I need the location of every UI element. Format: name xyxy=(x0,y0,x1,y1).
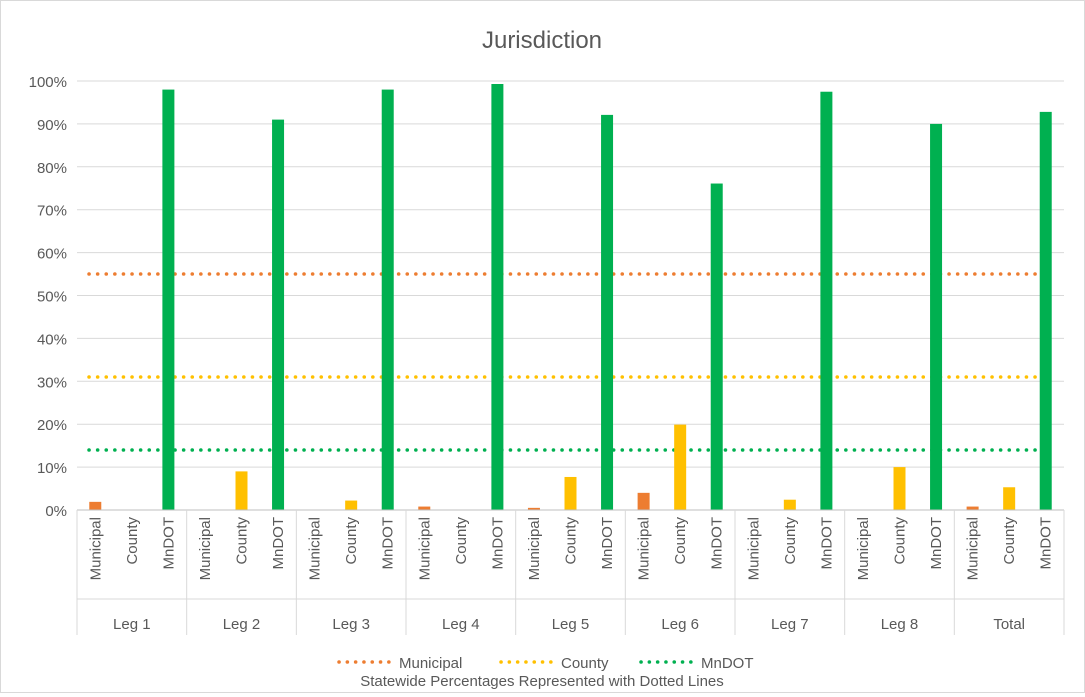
x-axis: Municipal County MnDOT Leg 1 Municipal County… xyxy=(76,509,1065,635)
bar-mndot-leg-2 xyxy=(272,119,285,511)
category-label: MnDOT xyxy=(270,517,287,570)
legend-label-municipal: Municipal xyxy=(399,655,462,672)
y-axis-ticks: 0% 10% 20% 30% 40% 50% 60% 70% 80% 90% 100% xyxy=(29,74,67,520)
category-label: County xyxy=(892,517,909,565)
bar-county-total xyxy=(1003,487,1016,510)
bar-municipal-leg-1 xyxy=(89,501,102,510)
category-label: Municipal xyxy=(745,517,762,580)
bar-county-leg-7 xyxy=(783,499,796,510)
y-tick-label: 80% xyxy=(37,160,67,177)
group-label: Leg 2 xyxy=(223,616,261,633)
bar-county-leg-2 xyxy=(235,471,248,510)
category-label: County xyxy=(343,517,360,565)
category-label: MnDOT xyxy=(599,517,616,570)
category-label: MnDOT xyxy=(160,517,177,570)
bar-municipal-total xyxy=(966,506,979,510)
y-tick-label: 90% xyxy=(37,117,67,134)
y-tick-label: 60% xyxy=(37,246,67,263)
bar-mndot-leg-4 xyxy=(491,84,504,511)
category-label: MnDOT xyxy=(928,517,945,570)
category-label: Municipal xyxy=(526,517,543,580)
group-label: Leg 7 xyxy=(771,616,809,633)
category-label: MnDOT xyxy=(818,517,835,570)
group-label: Leg 8 xyxy=(881,616,919,633)
category-label: County xyxy=(672,517,689,565)
y-tick-label: 100% xyxy=(29,74,67,91)
category-label: Municipal xyxy=(965,517,982,580)
chart-title: Jurisdiction xyxy=(482,27,602,54)
legend-label-mndot: MnDOT xyxy=(701,655,754,672)
category-label: Municipal xyxy=(855,517,872,580)
category-label: County xyxy=(234,517,251,565)
group-label: Leg 3 xyxy=(332,616,370,633)
bar-mndot-leg-6 xyxy=(710,183,723,510)
group-label: Leg 5 xyxy=(552,616,590,633)
category-label: County xyxy=(453,517,470,565)
category-label: Municipal xyxy=(636,517,653,580)
bar-mndot-total xyxy=(1039,111,1052,510)
bar-mndot-leg-1 xyxy=(162,89,175,510)
y-tick-label: 20% xyxy=(37,417,67,434)
y-tick-label: 10% xyxy=(37,460,67,477)
bar-mndot-leg-5 xyxy=(601,114,614,511)
category-label: Municipal xyxy=(307,517,324,580)
legend: Municipal County MnDOT xyxy=(337,655,754,672)
legend-label-county: County xyxy=(561,655,609,672)
category-label: Municipal xyxy=(197,517,214,580)
category-label: Municipal xyxy=(87,517,104,580)
y-tick-label: 40% xyxy=(37,331,67,348)
bar-mndot-leg-3 xyxy=(381,89,394,510)
group-label: Leg 6 xyxy=(661,616,699,633)
category-label: MnDOT xyxy=(709,517,726,570)
category-label: Municipal xyxy=(416,517,433,580)
y-tick-label: 70% xyxy=(37,203,67,220)
category-label: County xyxy=(1001,517,1018,565)
category-label: MnDOT xyxy=(380,517,397,570)
reference-lines xyxy=(87,272,1046,452)
bar-mndot-leg-7 xyxy=(820,91,833,510)
category-label: County xyxy=(782,517,799,565)
y-tick-label: 50% xyxy=(37,289,67,306)
bar-municipal-leg-6 xyxy=(637,492,650,510)
bar-county-leg-6 xyxy=(674,424,687,510)
bars xyxy=(89,84,1052,511)
group-label: Total xyxy=(993,616,1025,633)
category-label: County xyxy=(124,517,141,565)
bar-municipal-leg-4 xyxy=(418,506,431,510)
gridlines xyxy=(77,80,1064,468)
bar-county-leg-3 xyxy=(345,500,358,510)
bar-county-leg-8 xyxy=(893,467,906,510)
y-tick-label: 0% xyxy=(45,503,67,520)
bar-county-leg-5 xyxy=(564,476,577,510)
category-label: County xyxy=(563,517,580,565)
bar-municipal-leg-5 xyxy=(527,507,540,510)
chart-caption: Statewide Percentages Represented with D… xyxy=(360,673,724,690)
bar-mndot-leg-8 xyxy=(930,123,943,511)
y-tick-label: 30% xyxy=(37,374,67,391)
category-label: MnDOT xyxy=(1038,517,1055,570)
group-label: Leg 1 xyxy=(113,616,151,633)
category-label: MnDOT xyxy=(489,517,506,570)
group-label: Leg 4 xyxy=(442,616,480,633)
